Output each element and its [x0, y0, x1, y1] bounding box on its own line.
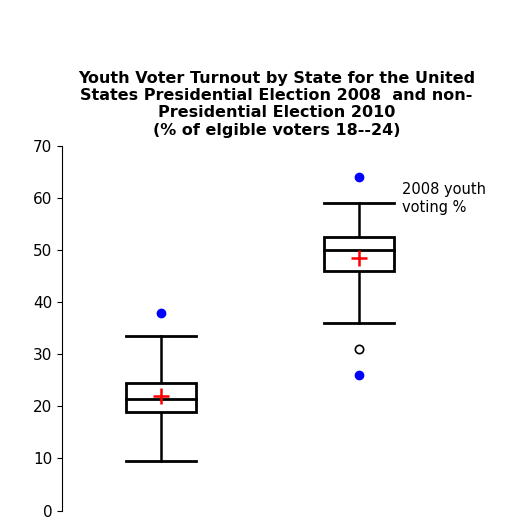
Bar — [126, 383, 196, 412]
Title: Youth Voter Turnout by State for the United
States Presidential Election 2008  a: Youth Voter Turnout by State for the Uni… — [78, 70, 475, 138]
Bar — [325, 237, 394, 271]
Text: 2008 youth
voting %: 2008 youth voting % — [402, 182, 486, 215]
